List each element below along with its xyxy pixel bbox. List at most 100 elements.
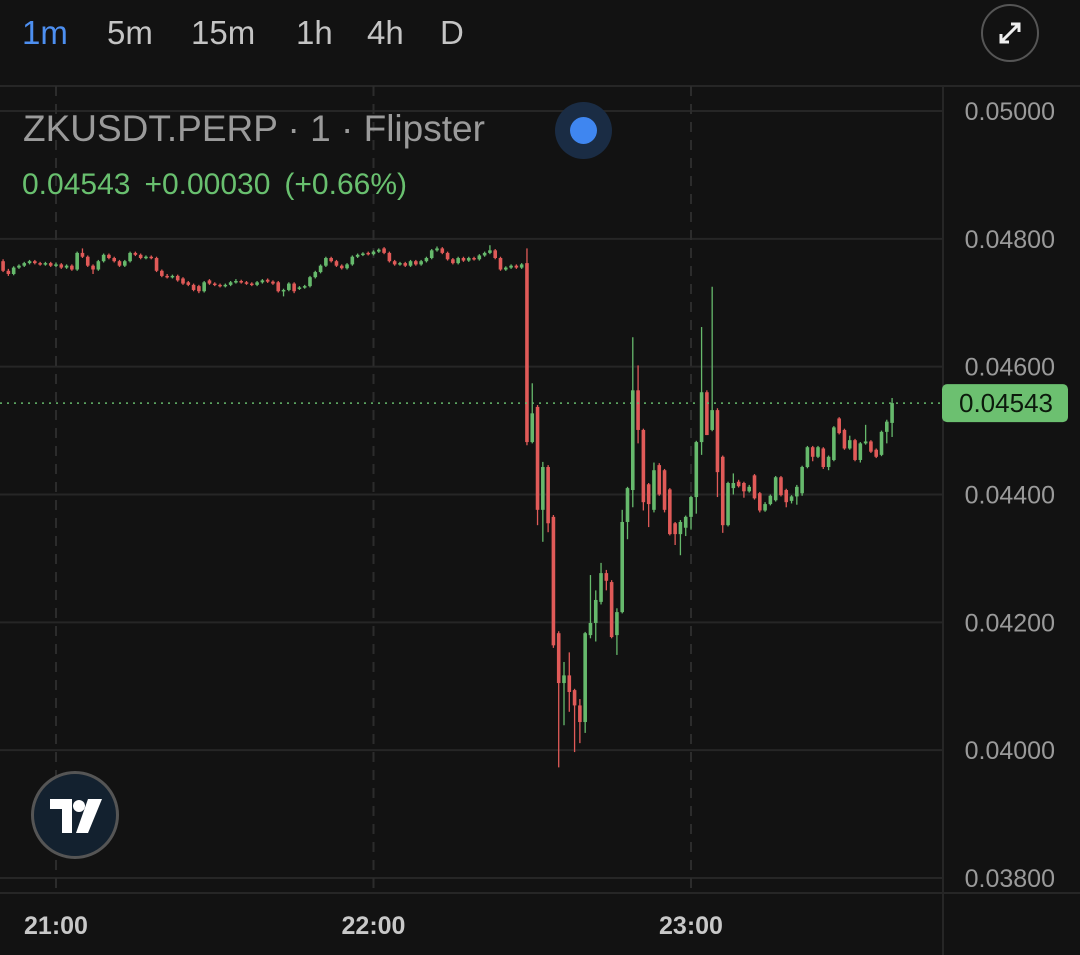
candle xyxy=(249,282,254,287)
candle xyxy=(699,327,704,455)
candle-body xyxy=(85,256,90,266)
candle xyxy=(551,514,556,648)
candle-body xyxy=(101,254,106,262)
x-tick-label: 23:00 xyxy=(659,912,723,940)
timeframe-1h[interactable]: 1h xyxy=(296,14,333,51)
candle xyxy=(609,580,614,639)
candle xyxy=(260,279,265,284)
candle-body xyxy=(249,283,254,286)
candle-body xyxy=(879,431,884,455)
candle xyxy=(646,482,651,528)
market-status-dot[interactable] xyxy=(555,102,612,159)
tradingview-logo-icon xyxy=(50,799,102,833)
symbol-title[interactable]: ZKUSDT.PERP · 1 · Flipster xyxy=(23,108,485,149)
candle-body xyxy=(403,263,408,266)
candle-body xyxy=(546,467,550,524)
candle-body xyxy=(683,516,688,528)
y-tick-label: 0.04600 xyxy=(965,354,1055,382)
candle-body xyxy=(551,516,556,646)
candle xyxy=(779,475,783,497)
timeframe-1m[interactable]: 1m xyxy=(22,14,68,51)
candle xyxy=(562,661,566,726)
candle-body xyxy=(652,470,656,510)
candle xyxy=(419,259,423,266)
candle xyxy=(847,435,852,450)
candle-body xyxy=(96,261,101,270)
candle-body xyxy=(456,258,460,264)
candle-body xyxy=(503,267,508,270)
candle xyxy=(48,261,53,267)
candle xyxy=(879,430,884,457)
candle-body xyxy=(847,440,852,449)
candle xyxy=(498,256,503,271)
candle xyxy=(657,463,662,496)
candle xyxy=(689,495,693,530)
candle xyxy=(165,273,169,279)
candle-body xyxy=(482,252,487,256)
candle-body xyxy=(673,523,677,535)
candle xyxy=(181,277,185,285)
candle-body xyxy=(789,496,794,501)
candle xyxy=(17,264,21,269)
candle-body xyxy=(22,263,27,266)
candle-body xyxy=(260,280,265,283)
candle xyxy=(144,255,148,260)
timeframe-d[interactable]: D xyxy=(440,14,464,51)
candle xyxy=(11,266,16,276)
candle xyxy=(810,445,815,462)
candle-body xyxy=(398,263,402,265)
candle-body xyxy=(382,248,386,253)
candle xyxy=(514,264,519,269)
candle xyxy=(636,365,640,444)
candle-body xyxy=(726,482,730,526)
y-tick-label: 0.04200 xyxy=(965,609,1055,637)
candle xyxy=(482,251,487,257)
candle xyxy=(821,447,826,469)
candle-body xyxy=(228,282,233,285)
candle xyxy=(768,494,773,506)
candle-body xyxy=(408,261,413,266)
candle-body xyxy=(75,252,79,270)
candle xyxy=(85,255,90,267)
candle xyxy=(445,251,450,261)
tradingview-logo[interactable] xyxy=(31,771,119,859)
timeframe-5m[interactable]: 5m xyxy=(107,14,153,51)
y-tick-label: 0.04800 xyxy=(965,226,1055,254)
candle xyxy=(202,281,206,293)
candle xyxy=(366,251,371,256)
candle-body xyxy=(43,263,48,265)
candle-body xyxy=(657,465,662,495)
candle xyxy=(403,261,408,267)
candle xyxy=(302,284,307,289)
candle xyxy=(371,250,376,256)
fullscreen-button[interactable] xyxy=(981,4,1039,62)
candle-body xyxy=(281,289,286,292)
y-tick-label: 0.04400 xyxy=(965,482,1055,510)
candle xyxy=(641,428,646,511)
candle-body xyxy=(736,481,741,487)
candle-body xyxy=(265,279,270,282)
timeframe-15m[interactable]: 15m xyxy=(191,14,256,51)
timeframe-4h[interactable]: 4h xyxy=(367,14,404,51)
candle xyxy=(456,256,460,265)
candle xyxy=(816,445,820,459)
candle xyxy=(138,253,143,260)
candle-body xyxy=(355,254,360,257)
candle xyxy=(694,440,699,514)
candle-body xyxy=(387,252,392,262)
candle xyxy=(212,282,217,287)
candle xyxy=(578,699,582,744)
candle-body xyxy=(694,442,699,498)
candle xyxy=(789,495,794,504)
candle-body xyxy=(435,248,439,251)
candle xyxy=(361,252,365,257)
candle-body xyxy=(334,261,339,266)
candle xyxy=(884,419,889,444)
candle-body xyxy=(160,270,164,276)
candle-body xyxy=(493,250,498,259)
candle xyxy=(731,473,736,495)
candle xyxy=(652,462,656,513)
last-price-tag-label: 0.04543 xyxy=(959,388,1053,418)
candle xyxy=(191,283,196,292)
